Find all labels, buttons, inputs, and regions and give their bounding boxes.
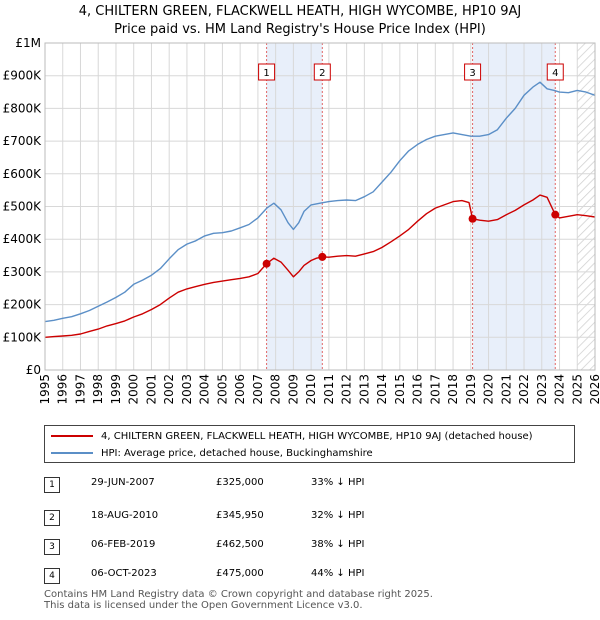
x-tick-label: 1999	[109, 374, 123, 405]
x-tick-label: 2020	[482, 374, 496, 405]
transaction-number-badge: 3	[44, 539, 60, 555]
x-tick-label: 2003	[180, 374, 194, 405]
legend-label-property: 4, CHILTERN GREEN, FLACKWELL HEATH, HIGH…	[101, 430, 533, 442]
transaction-hpi-diff: 32% ↓ HPI	[311, 510, 365, 521]
x-tick-label: 2006	[233, 374, 247, 405]
y-tick-label: £1M	[15, 36, 41, 50]
x-tick-label: 2016	[411, 374, 425, 405]
transaction-date: 29-JUN-2007	[91, 477, 155, 488]
x-tick-label: 1997	[73, 374, 87, 405]
x-tick-label: 2022	[517, 374, 531, 405]
transaction-row: 2 18-AUG-2010 £345,950 32% ↓ HPI	[44, 507, 584, 526]
x-tick-label: 1995	[38, 374, 52, 405]
transaction-price: £325,000	[216, 477, 264, 488]
legend-item-hpi: HPI: Average price, detached house, Buck…	[45, 445, 373, 461]
x-tick-label: 2000	[127, 374, 141, 405]
transaction-number-badge: 2	[44, 510, 60, 526]
footer-copyright: Contains HM Land Registry data © Crown c…	[44, 589, 433, 600]
y-tick-label: £300K	[3, 265, 43, 279]
x-tick-label: 2015	[393, 374, 407, 405]
x-tick-label: 1998	[91, 374, 105, 405]
transaction-date: 18-AUG-2010	[91, 510, 159, 521]
x-tick-label: 2023	[535, 374, 549, 405]
x-tick-label: 2025	[570, 374, 584, 405]
x-tick-label: 2012	[340, 374, 354, 405]
y-tick-label: £800K	[3, 101, 43, 115]
legend-label-hpi: HPI: Average price, detached house, Buck…	[101, 447, 373, 459]
sale-point	[551, 210, 560, 219]
x-tick-label: 2007	[251, 374, 265, 405]
y-tick-label: £400K	[3, 232, 43, 246]
x-tick-label: 2014	[375, 374, 389, 405]
x-tick-label: 2001	[144, 374, 158, 405]
y-tick-label: £500K	[3, 200, 43, 214]
transaction-date: 06-OCT-2023	[91, 568, 157, 579]
transaction-price: £345,950	[216, 510, 264, 521]
sale-marker-box	[313, 63, 331, 81]
x-tick-label: 2011	[322, 374, 336, 405]
sale-marker-label: 4	[552, 68, 558, 79]
transaction-price: £475,000	[216, 568, 264, 579]
transaction-row: 3 06-FEB-2019 £462,500 38% ↓ HPI	[44, 536, 584, 555]
x-tick-label: 2019	[464, 374, 478, 405]
price-chart: 1 2 3 4 £0 £100K £200K £300K £400K £500K £600K £70…	[3, 36, 600, 405]
legend-item-property: 4, CHILTERN GREEN, FLACKWELL HEATH, HIGH…	[45, 428, 533, 444]
footer: Contains HM Land Registry data © Crown c…	[44, 589, 433, 611]
transaction-date: 06-FEB-2019	[91, 539, 156, 550]
sale-marker-label: 2	[319, 68, 325, 79]
y-tick-label: £100K	[3, 330, 43, 344]
legend-swatch-property	[51, 435, 93, 437]
transaction-number-badge: 4	[44, 568, 60, 584]
x-tick-label: 2021	[499, 374, 513, 405]
x-tick-label: 2002	[162, 374, 176, 405]
legend-swatch-hpi	[51, 452, 93, 454]
transaction-price: £462,500	[216, 539, 264, 550]
x-tick-label: 2018	[446, 374, 460, 405]
y-tick-label: £600K	[3, 167, 43, 181]
transaction-number-badge: 1	[44, 477, 60, 493]
transaction-hpi-diff: 44% ↓ HPI	[311, 568, 365, 579]
transaction-row: 1 29-JUN-2007 £325,000 33% ↓ HPI	[44, 474, 584, 493]
plot-frame	[44, 42, 596, 371]
y-tick-label: £0	[26, 363, 41, 377]
x-tick-label: 2005	[215, 374, 229, 405]
x-tick-label: 2009	[286, 374, 300, 405]
sale-marker-box	[546, 63, 564, 81]
transaction-hpi-diff: 38% ↓ HPI	[311, 539, 365, 550]
sale-marker-label: 1	[263, 68, 269, 79]
sale-marker-box	[464, 63, 482, 81]
x-tick-label: 1996	[56, 374, 70, 405]
x-tick-label: 2026	[588, 374, 600, 405]
x-tick-label: 2004	[198, 374, 212, 405]
sale-point	[262, 259, 271, 268]
legend: 4, CHILTERN GREEN, FLACKWELL HEATH, HIGH…	[44, 425, 575, 463]
chart-title-line2: Price paid vs. HM Land Registry's House …	[114, 22, 486, 37]
chart-title-line1: 4, CHILTERN GREEN, FLACKWELL HEATH, HIGH…	[78, 4, 522, 19]
x-tick-label: 2013	[357, 374, 371, 405]
y-tick-label: £700K	[3, 134, 43, 148]
transaction-hpi-diff: 33% ↓ HPI	[311, 477, 365, 488]
x-tick-label: 2010	[304, 374, 318, 405]
hpi-line	[44, 81, 596, 323]
sale-point	[468, 214, 477, 223]
y-tick-label: £900K	[3, 69, 43, 83]
x-tick-label: 2008	[269, 374, 283, 405]
sale-marker-label: 3	[469, 68, 475, 79]
sale-point	[318, 252, 327, 261]
footer-licence: This data is licensed under the Open Gov…	[44, 600, 363, 611]
transaction-row: 4 06-OCT-2023 £475,000 44% ↓ HPI	[44, 565, 584, 584]
y-tick-label: £200K	[3, 298, 43, 312]
sale-marker-box	[258, 63, 276, 81]
x-tick-label: 2024	[553, 374, 567, 405]
x-tick-label: 2017	[428, 374, 442, 405]
